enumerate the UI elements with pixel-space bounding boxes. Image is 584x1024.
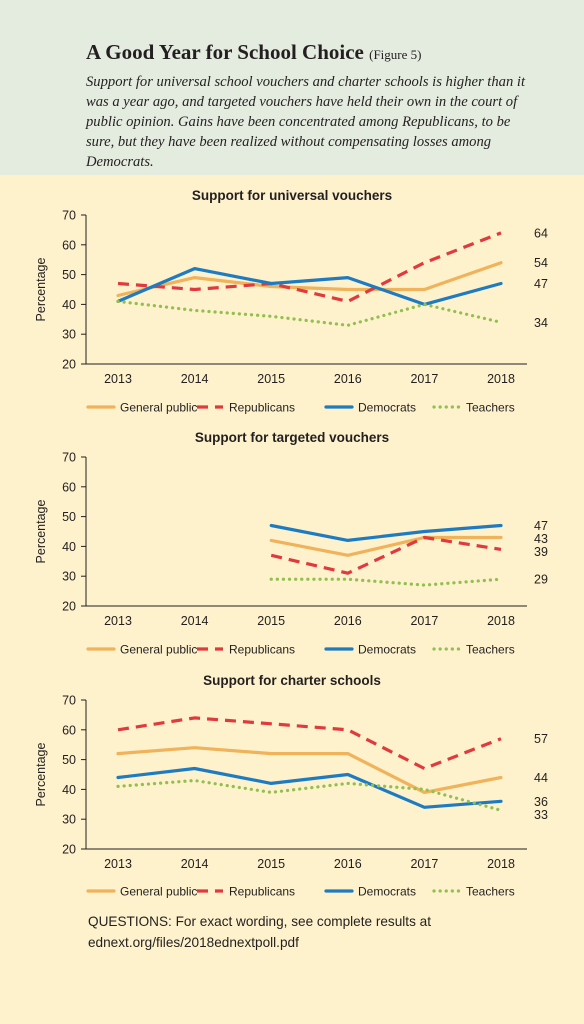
data-label: 57 [534,732,548,746]
x-tick-label: 2018 [487,857,515,871]
y-tick-label: 30 [62,328,76,342]
legend-republicans: Republicans [197,643,295,657]
data-label: 33 [534,808,548,822]
series-line-democrats [116,766,503,809]
legend-label: Republicans [229,643,295,657]
series-line-democrats [116,267,503,306]
chart-3: Support for charter schools 20 30 40 50 60 70 2… [34,673,548,899]
data-label: 36 [534,795,548,809]
legend-teachers: Teachers [432,885,515,899]
x-tick-label: 2014 [181,372,209,386]
title-text: A Good Year for School Choice [86,40,364,64]
y-tick-label: 60 [62,480,76,494]
chart-title: Support for targeted vouchers [195,430,389,445]
data-label: 39 [534,545,548,559]
y-tick-label: 50 [62,753,76,767]
y-tick-label: 30 [62,813,76,827]
y-tick-label: 70 [62,451,76,465]
x-tick-label: 2018 [487,614,515,628]
x-tick-label: 2016 [334,372,362,386]
series-line-republicans [270,535,502,575]
legend-democrats: Democrats [324,643,416,657]
y-tick-label: 50 [62,510,76,524]
questions-note: QUESTIONS: For exact wording, see comple… [88,914,431,950]
x-tick-label: 2013 [104,857,132,871]
legend-general-public: General public [86,401,197,415]
y-tick-label: 20 [62,843,76,857]
y-tick-label: 40 [62,298,76,312]
x-tick-label: 2014 [181,857,209,871]
chart-title: Support for charter schools [203,673,381,688]
x-tick-label: 2013 [104,614,132,628]
x-tick-label: 2014 [181,614,209,628]
legend-label: Republicans [229,885,295,899]
y-tick-label: 70 [62,694,76,708]
y-tick-label: 60 [62,238,76,252]
x-tick-label: 2015 [257,614,285,628]
legend-teachers: Teachers [432,643,515,657]
y-tick-label: 70 [62,209,76,223]
data-label: 29 [534,573,548,587]
legend-republicans: Republicans [197,885,295,899]
legend-general-public: General public [86,643,197,657]
legend-democrats: Democrats [324,885,416,899]
y-tick-label: 50 [62,268,76,282]
y-axis-label: Percentage [34,499,48,563]
x-tick-label: 2017 [410,372,438,386]
page-subtitle: Support for universal school vouchers an… [86,74,526,170]
legend-republicans: Republicans [197,401,295,415]
series-line-general-public [116,261,503,298]
series-line-republicans [117,231,502,303]
series-line-teachers [116,299,503,327]
legend-label: Democrats [358,885,416,899]
series-line-general-public [269,535,503,557]
data-label: 47 [534,519,548,533]
figure-label: (Figure 5) [369,47,422,62]
x-tick-label: 2015 [257,372,285,386]
legend-label: Democrats [358,643,416,657]
x-tick-label: 2013 [104,372,132,386]
data-label: 44 [534,771,548,785]
chart-title: Support for universal vouchers [192,188,392,203]
chart-2: Support for targeted vouchers 20 30 40 50 60 7… [34,430,548,657]
legend-label: General public [120,401,197,415]
legend-label: General public [120,643,197,657]
x-tick-label: 2017 [410,614,438,628]
data-label: 64 [534,226,548,240]
x-tick-label: 2016 [334,614,362,628]
data-label: 54 [534,256,548,270]
x-tick-label: 2017 [410,857,438,871]
y-axis-label: Percentage [34,257,48,321]
data-label: 47 [534,277,548,291]
series-line-democrats [269,523,503,542]
legend-democrats: Democrats [324,401,416,415]
x-tick-label: 2015 [257,857,285,871]
series-line-general-public [116,746,503,794]
chart-1: Support for universal vouchers 20 30 40 50 60… [34,188,548,415]
y-tick-label: 20 [62,600,76,614]
legend-label: Republicans [229,401,295,415]
y-tick-label: 40 [62,783,76,797]
legend-teachers: Teachers [432,401,515,415]
data-label: 34 [534,316,548,330]
legend-general-public: General public [86,885,197,899]
data-label: 43 [534,532,548,546]
legend-label: Democrats [358,401,416,415]
series-line-republicans [117,716,502,771]
y-tick-label: 30 [62,570,76,584]
y-tick-label: 60 [62,723,76,737]
legend-label: Teachers [466,401,515,415]
page-title: A Good Year for School Choice (Figure 5) [86,40,421,65]
y-tick-label: 40 [62,540,76,554]
legend-label: General public [120,885,197,899]
legend-label: Teachers [466,643,515,657]
y-tick-label: 20 [62,358,76,372]
x-tick-label: 2018 [487,372,515,386]
y-axis-label: Percentage [34,742,48,806]
x-tick-label: 2016 [334,857,362,871]
header-panel: A Good Year for School Choice (Figure 5)… [0,0,584,175]
series-line-teachers [269,577,503,587]
legend-label: Teachers [466,885,515,899]
